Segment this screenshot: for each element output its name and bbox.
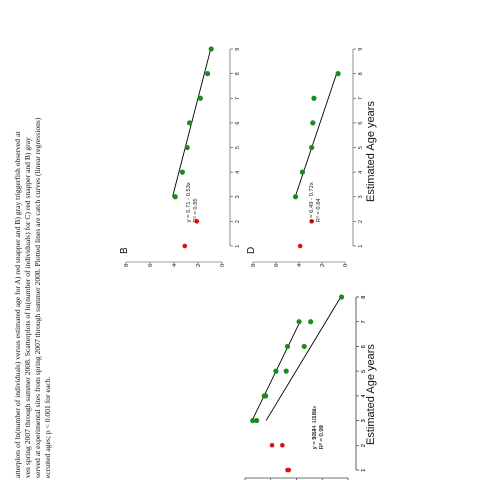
y-tick-label: 4 — [172, 264, 178, 267]
panel-letter: B — [119, 247, 130, 254]
r2-label: R² = 0.85 — [193, 198, 199, 222]
data-point-green — [179, 169, 185, 175]
panel-4: 1 2 3 4 5 6 7 8 9 0 2 4 6 8 y = 6.49 - 0.72x R² = 0.84 D — [246, 48, 364, 267]
data-point-red — [297, 243, 303, 249]
x-tick-label: 5 — [361, 370, 367, 373]
data-point-green — [301, 343, 307, 350]
x-tick-label: 6 — [361, 345, 367, 348]
y-tick-label: 8 — [251, 264, 257, 267]
equation-label: y = 6.49 - 0.72x — [309, 182, 315, 222]
x-tick-label: 2 — [361, 444, 367, 447]
x-tick-label: 1 — [235, 245, 241, 248]
y-tick-label: 0 — [220, 264, 226, 267]
y-tick-label: 8 — [124, 264, 130, 267]
x-tick-label: 2 — [361, 444, 367, 447]
r2-label: R² = 0.84 — [316, 198, 322, 223]
x-tick-label: 5 — [361, 370, 367, 373]
y-tick-label: 2 — [320, 264, 326, 267]
data-point-red — [194, 219, 200, 224]
panel-letter: D — [246, 247, 257, 254]
data-point-green — [250, 417, 256, 424]
regression-line — [294, 73, 338, 197]
data-point-green — [172, 194, 178, 200]
equation-label: y = 10.24 - 0.93x — [312, 406, 318, 449]
data-point-green — [283, 368, 289, 374]
equation-label: y = 5.71 - 0.53x — [186, 182, 192, 222]
x-tick-label: 7 — [358, 97, 364, 100]
data-point-green — [309, 144, 315, 151]
x-tick-label: 8 — [235, 72, 241, 75]
x-tick-label: 2 — [358, 220, 364, 223]
equation-label: y = 9.84 - 1.16x — [312, 409, 318, 449]
panel-2: 1 2 3 4 5 6 7 8 9 0 2 4 6 8 y = 5.71 - 0.53x R² = 0.85 B — [119, 46, 241, 267]
r2-label: R² = 0.93 — [319, 425, 325, 449]
data-point-green — [338, 294, 345, 300]
x-tick-label: 8 — [358, 72, 364, 75]
data-point-green — [184, 144, 190, 151]
data-point-red — [280, 442, 285, 448]
data-point-green — [197, 95, 203, 101]
r2-label: R² = 0.99 — [319, 425, 325, 449]
data-point-red — [182, 243, 188, 249]
x-tick-label: 8 — [361, 296, 367, 299]
x-tick-label: 4 — [361, 395, 367, 398]
x-tick-label: 1 — [358, 245, 364, 248]
data-point-green — [284, 343, 291, 350]
x-tick-label: 1 — [361, 469, 367, 472]
data-point-green — [187, 120, 193, 126]
y-tick-label: 4 — [297, 264, 303, 267]
data-point-green — [273, 368, 279, 374]
x-axis-label-left: Estimated Age years — [365, 344, 377, 445]
data-point-red — [269, 442, 275, 448]
data-point-green — [263, 393, 269, 399]
x-tick-label: 4 — [235, 171, 241, 174]
y-tick-label: 0 — [343, 264, 349, 267]
data-point-green — [299, 169, 306, 175]
y-tick-label: 6 — [274, 264, 280, 267]
x-tick-label: 3 — [361, 419, 367, 422]
data-point-green — [310, 120, 316, 126]
data-point-red — [309, 219, 314, 224]
x-tick-label: 9 — [235, 48, 241, 51]
x-tick-label: 4 — [361, 395, 367, 398]
x-tick-label: 3 — [235, 195, 241, 198]
x-tick-label: 8 — [361, 296, 367, 299]
x-tick-label: 5 — [358, 146, 364, 149]
data-point-green — [253, 417, 260, 424]
x-tick-label: 7 — [361, 320, 367, 323]
x-tick-label: 6 — [358, 122, 364, 125]
data-point-green — [205, 71, 211, 77]
x-axis-label-right: Estimated Age years — [365, 101, 377, 202]
y-tick-label: 6 — [148, 264, 154, 267]
x-tick-label: 9 — [358, 48, 364, 51]
data-point-green — [208, 46, 214, 52]
x-tick-label: 7 — [235, 97, 241, 100]
data-point-green — [308, 319, 314, 325]
x-tick-label: 3 — [361, 419, 367, 422]
x-tick-label: 5 — [235, 146, 241, 149]
regression-line — [265, 296, 342, 421]
data-point-green — [296, 319, 302, 325]
data-point-green — [311, 95, 317, 101]
x-tick-label: 2 — [235, 220, 241, 223]
x-tick-label: 3 — [358, 195, 364, 198]
x-tick-label: 7 — [361, 320, 367, 323]
data-point-green — [292, 194, 299, 200]
y-tick-label: 2 — [196, 264, 202, 267]
x-tick-label: 6 — [361, 345, 367, 348]
x-tick-label: 4 — [358, 171, 364, 174]
data-point-red — [285, 467, 290, 473]
data-point-green — [335, 71, 341, 77]
x-tick-label: 1 — [361, 469, 367, 472]
x-tick-label: 6 — [235, 122, 241, 125]
